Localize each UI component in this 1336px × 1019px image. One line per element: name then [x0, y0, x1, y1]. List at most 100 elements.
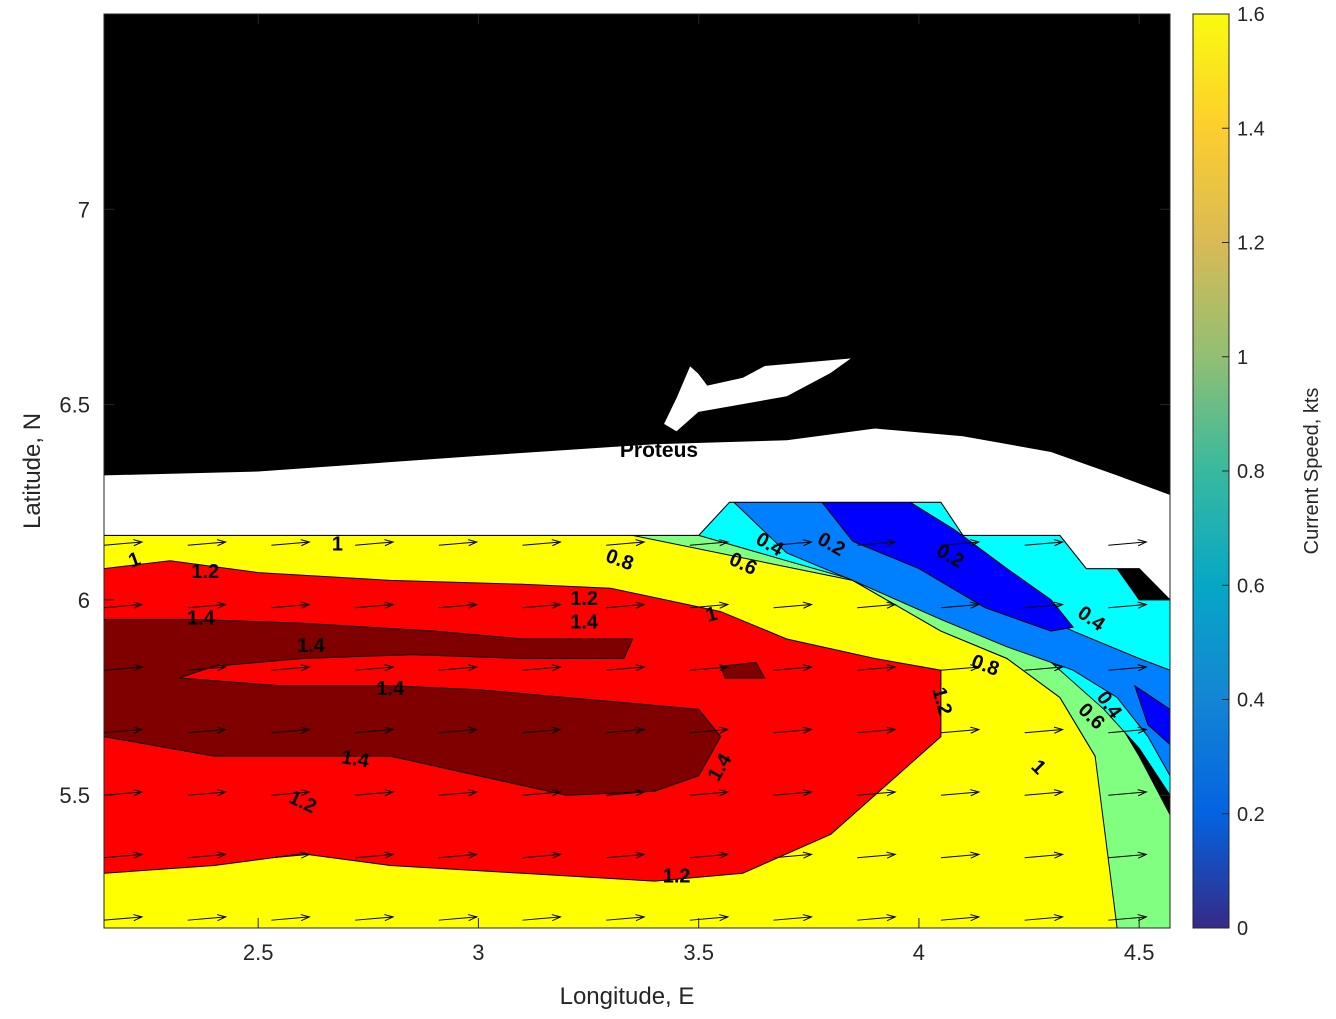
current-arrow: [104, 851, 144, 859]
current-arrow: [104, 914, 144, 922]
current-arrow: [271, 789, 311, 797]
current-arrow: [606, 789, 646, 797]
region-speed-0.2-0.4: [820, 501, 1075, 632]
current-arrow: [187, 851, 228, 859]
colorbar: 0 0.2 0.4 0.6 0.8 1 1.2 1.4 1.6 Current Speed, k…: [1192, 4, 1323, 940]
current-arrow: [187, 914, 228, 922]
current-arrow: [355, 539, 395, 547]
current-arrow: [1024, 789, 1065, 797]
colorbar-tick-label: 0: [1237, 918, 1248, 940]
current-arrow: [857, 851, 897, 859]
current-arrow: [355, 789, 395, 797]
current-arrow: [522, 726, 562, 734]
current-arrow: [438, 601, 479, 609]
contour-label: 1.4: [187, 608, 216, 630]
current-arrow: [104, 539, 144, 547]
current-arrow: [438, 851, 479, 859]
current-arrow: [187, 539, 228, 547]
current-arrow: [606, 726, 646, 734]
colorbar-tick-label: 0.2: [1237, 804, 1265, 826]
region-lagoon: [662, 357, 855, 433]
x-tick-label: 4: [913, 940, 925, 965]
current-arrow: [940, 539, 981, 547]
colorbar-tick-label: 1.4: [1237, 118, 1265, 140]
current-arrow: [940, 789, 981, 797]
current-arrow: [438, 789, 479, 797]
current-arrow: [271, 914, 311, 922]
current-arrow: [438, 726, 479, 734]
current-arrow: [522, 664, 562, 672]
current-arrow: [606, 664, 646, 672]
current-arrow: [522, 914, 562, 922]
x-tick-label: 2.5: [243, 940, 274, 965]
current-arrow: [773, 789, 814, 797]
region-speed-0.2-0.4-east: [1133, 684, 1170, 746]
place-label-proteus: Proteus: [620, 439, 698, 462]
plot-area: 111.21.41.41.41.41.20.81.21.4 10.60.4 0.2 0…: [103, 13, 1171, 929]
current-arrow: [1108, 851, 1148, 859]
speed-regions: [104, 357, 1170, 928]
current-arrow: [1108, 789, 1148, 797]
colorbar-tick-label: 0.4: [1237, 690, 1265, 712]
contour-label: 1.2: [663, 866, 691, 888]
x-tick-label: 3: [472, 940, 484, 965]
current-arrow: [104, 664, 144, 672]
colorbar-tick-label: 1.2: [1237, 233, 1265, 255]
region-speed-above-1.6-small: [720, 661, 766, 679]
current-arrow: [1024, 914, 1065, 922]
current-arrow: [773, 851, 814, 859]
current-arrow: [355, 664, 395, 672]
current-arrow: [606, 539, 646, 547]
current-arrow: [773, 664, 814, 672]
current-arrow: [689, 601, 730, 609]
current-arrow: [104, 726, 144, 734]
current-arrow: [104, 601, 144, 609]
current-arrow: [1108, 914, 1148, 922]
current-arrow: [438, 914, 479, 922]
current-arrow: [773, 914, 814, 922]
x-axis-label: Longitude, E: [560, 983, 695, 1010]
contour-label: 1.2: [570, 588, 598, 610]
current-arrow: [940, 914, 981, 922]
current-arrow: [438, 664, 479, 672]
current-arrow: [187, 664, 228, 672]
y-tick-label: 6: [78, 588, 90, 613]
colorbar-tick-label: 0.6: [1237, 575, 1265, 597]
current-arrow: [773, 601, 814, 609]
current-arrow: [1024, 726, 1065, 734]
contour-label: 1.4: [340, 746, 372, 773]
y-tick-label: 7: [78, 197, 90, 222]
current-arrow: [271, 539, 311, 547]
current-arrow: [1108, 664, 1148, 672]
contour-label: 1.2: [191, 561, 219, 583]
current-arrow: [1024, 539, 1065, 547]
current-vectors: [104, 539, 1148, 922]
current-arrow: [522, 789, 562, 797]
current-arrow: [940, 664, 981, 672]
contour-label: 1: [332, 533, 343, 555]
colorbar-tick-label: 0.8: [1237, 461, 1265, 483]
contour-label: 1: [703, 603, 719, 627]
plot-frame: [103, 13, 1171, 929]
current-arrow: [606, 851, 646, 859]
current-arrow: [187, 601, 228, 609]
current-arrow: [689, 789, 730, 797]
place-labels: Proteus: [620, 439, 698, 462]
current-arrow: [271, 726, 311, 734]
current-arrow: [1108, 601, 1148, 609]
current-arrow: [857, 664, 897, 672]
region-speed-above-1.6: [104, 618, 722, 796]
current-arrow: [271, 664, 311, 672]
current-arrow: [355, 726, 395, 734]
contour-label: 1.4: [376, 678, 405, 700]
colorbar-ticks: 0 0.2 0.4 0.6 0.8 1 1.2 1.4 1.6: [1222, 4, 1265, 940]
current-arrow: [271, 851, 311, 859]
current-arrow: [606, 914, 646, 922]
current-arrow: [689, 664, 730, 672]
current-arrow: [689, 851, 730, 859]
current-arrow: [355, 914, 395, 922]
current-arrow: [522, 601, 562, 609]
y-axis: 5.5 6 6.5 7: [59, 197, 1170, 808]
current-arrow: [940, 601, 981, 609]
current-arrow: [857, 601, 897, 609]
